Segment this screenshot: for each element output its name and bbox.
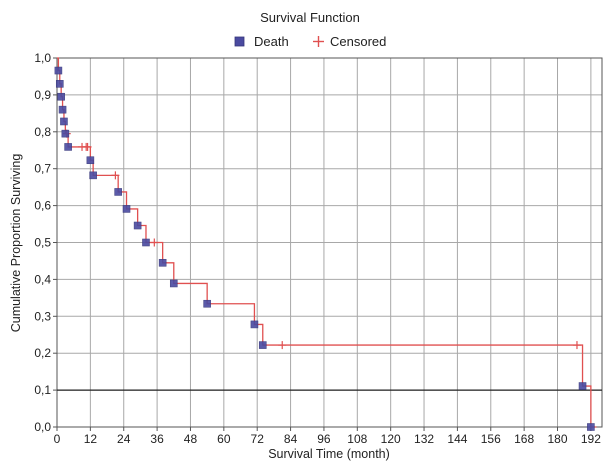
death-marker bbox=[133, 221, 142, 230]
death-marker bbox=[61, 129, 70, 138]
censored-marker bbox=[83, 142, 92, 151]
y-tick-label: 0,1 bbox=[34, 383, 51, 397]
y-tick-label: 1,0 bbox=[34, 51, 51, 65]
x-tick-label: 36 bbox=[150, 432, 164, 446]
death-marker bbox=[158, 258, 167, 267]
death-marker bbox=[258, 341, 267, 349]
censored-marker bbox=[278, 341, 287, 350]
y-tick-label: 0,9 bbox=[34, 88, 51, 102]
y-tick-label: 0,5 bbox=[34, 236, 51, 250]
legend-censored-marker bbox=[313, 36, 324, 47]
x-tick-label: 168 bbox=[514, 432, 534, 446]
death-marker bbox=[86, 156, 95, 165]
x-axis: 0 12 24 36 48 60 72 84 96 108 120 132 144 156 168 180 19… bbox=[54, 427, 601, 446]
x-tick-label: 96 bbox=[317, 432, 331, 446]
death-marker bbox=[122, 205, 131, 213]
x-tick-label: 180 bbox=[547, 432, 567, 446]
x-tick-label: 84 bbox=[284, 432, 298, 446]
x-tick-label: 72 bbox=[251, 432, 265, 446]
y-tick-label: 0,3 bbox=[34, 309, 51, 323]
death-marker bbox=[58, 105, 67, 114]
death-marker bbox=[60, 117, 68, 126]
y-tick-label: 0,0 bbox=[34, 420, 51, 434]
death-markers bbox=[54, 66, 595, 431]
legend-censored-label: Censored bbox=[330, 34, 386, 49]
death-marker bbox=[578, 382, 587, 390]
x-tick-label: 120 bbox=[381, 432, 401, 446]
y-tick-label: 0,2 bbox=[34, 346, 51, 360]
grid bbox=[57, 57, 602, 427]
x-tick-label: 60 bbox=[217, 432, 231, 446]
x-tick-label: 144 bbox=[447, 432, 467, 446]
chart-title: Survival Function bbox=[260, 10, 360, 25]
x-tick-label: 108 bbox=[347, 432, 367, 446]
censored-marker bbox=[111, 171, 120, 180]
censored-marker bbox=[572, 341, 581, 350]
censored-marker bbox=[150, 238, 159, 247]
x-tick-label: 192 bbox=[581, 432, 601, 446]
legend-death-label: Death bbox=[254, 34, 289, 49]
x-axis-label: Survival Time (month) bbox=[268, 447, 390, 461]
death-marker bbox=[142, 238, 150, 247]
y-tick-label: 0,8 bbox=[34, 125, 51, 139]
death-marker bbox=[169, 279, 178, 288]
x-tick-label: 132 bbox=[414, 432, 434, 446]
y-tick-label: 0,6 bbox=[34, 199, 51, 213]
legend: Death Censored bbox=[234, 34, 386, 49]
death-marker bbox=[587, 423, 595, 431]
death-marker bbox=[64, 143, 72, 151]
y-tick-label: 0,4 bbox=[34, 272, 51, 286]
legend-death-marker bbox=[234, 36, 245, 47]
x-tick-label: 24 bbox=[117, 432, 131, 446]
x-tick-label: 48 bbox=[184, 432, 198, 446]
x-tick-label: 12 bbox=[84, 432, 98, 446]
y-axis-label: Cumulative Proportion Surviving bbox=[9, 154, 23, 333]
y-axis: 0,0 0,1 0,2 0,3 0,4 0,5 0,6 0,7 0,8 0,9 1,0 bbox=[34, 51, 57, 434]
death-marker bbox=[54, 66, 63, 75]
x-tick-label: 0 bbox=[54, 432, 61, 446]
death-marker bbox=[203, 299, 211, 308]
death-marker bbox=[250, 320, 259, 329]
death-marker bbox=[55, 80, 64, 88]
death-marker bbox=[114, 188, 122, 196]
y-tick-label: 0,7 bbox=[34, 162, 51, 176]
death-marker bbox=[89, 171, 97, 180]
death-marker bbox=[57, 92, 65, 101]
x-tick-label: 156 bbox=[481, 432, 501, 446]
